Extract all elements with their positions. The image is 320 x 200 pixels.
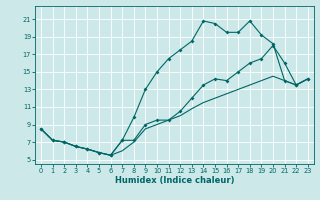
X-axis label: Humidex (Indice chaleur): Humidex (Indice chaleur) bbox=[115, 176, 234, 185]
